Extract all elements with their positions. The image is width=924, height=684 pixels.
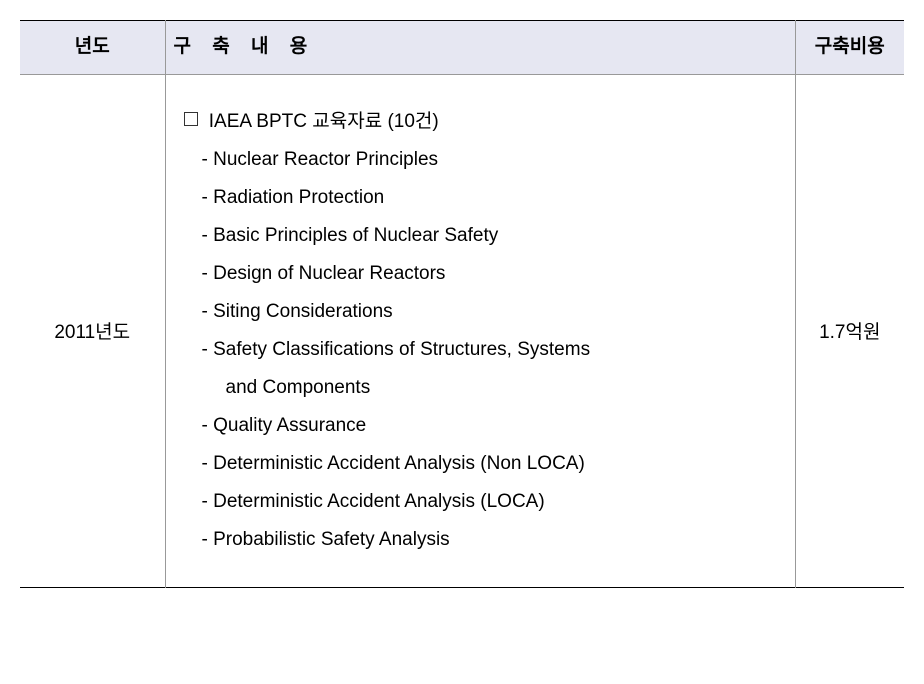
section-title: IAEA BPTC 교육자료 (10건) [209, 111, 439, 132]
year-cell: 2011년도 [20, 74, 165, 587]
header-cost: 구축비용 [795, 21, 904, 75]
list-item: - Quality Assurance [184, 407, 787, 445]
list-item: - Safety Classifications of Structures, … [184, 331, 787, 369]
table-row: 2011년도 IAEA BPTC 교육자료 (10건) - Nuclear Re… [20, 74, 904, 587]
header-row: 년도 구 축 내 용 구축비용 [20, 21, 904, 75]
list-item: - Siting Considerations [184, 293, 787, 331]
header-content: 구 축 내 용 [165, 21, 795, 75]
list-item: - Radiation Protection [184, 179, 787, 217]
header-year: 년도 [20, 21, 165, 75]
content-list: - Nuclear Reactor Principles- Radiation … [184, 141, 787, 559]
square-icon [184, 112, 198, 126]
section-header: IAEA BPTC 교육자료 (10건) [184, 103, 787, 141]
data-table: 년도 구 축 내 용 구축비용 2011년도 IAEA BPTC 교육자료 (1… [20, 20, 904, 588]
list-item: - Design of Nuclear Reactors [184, 255, 787, 293]
list-item: - Nuclear Reactor Principles [184, 141, 787, 179]
cost-cell: 1.7억원 [795, 74, 904, 587]
list-item: - Probabilistic Safety Analysis [184, 521, 787, 559]
list-item: - Deterministic Accident Analysis (Non L… [184, 445, 787, 483]
list-item: - Deterministic Accident Analysis (LOCA) [184, 483, 787, 521]
list-item: - Basic Principles of Nuclear Safety [184, 217, 787, 255]
list-item: and Components [184, 369, 787, 407]
content-cell: IAEA BPTC 교육자료 (10건) - Nuclear Reactor P… [165, 74, 795, 587]
